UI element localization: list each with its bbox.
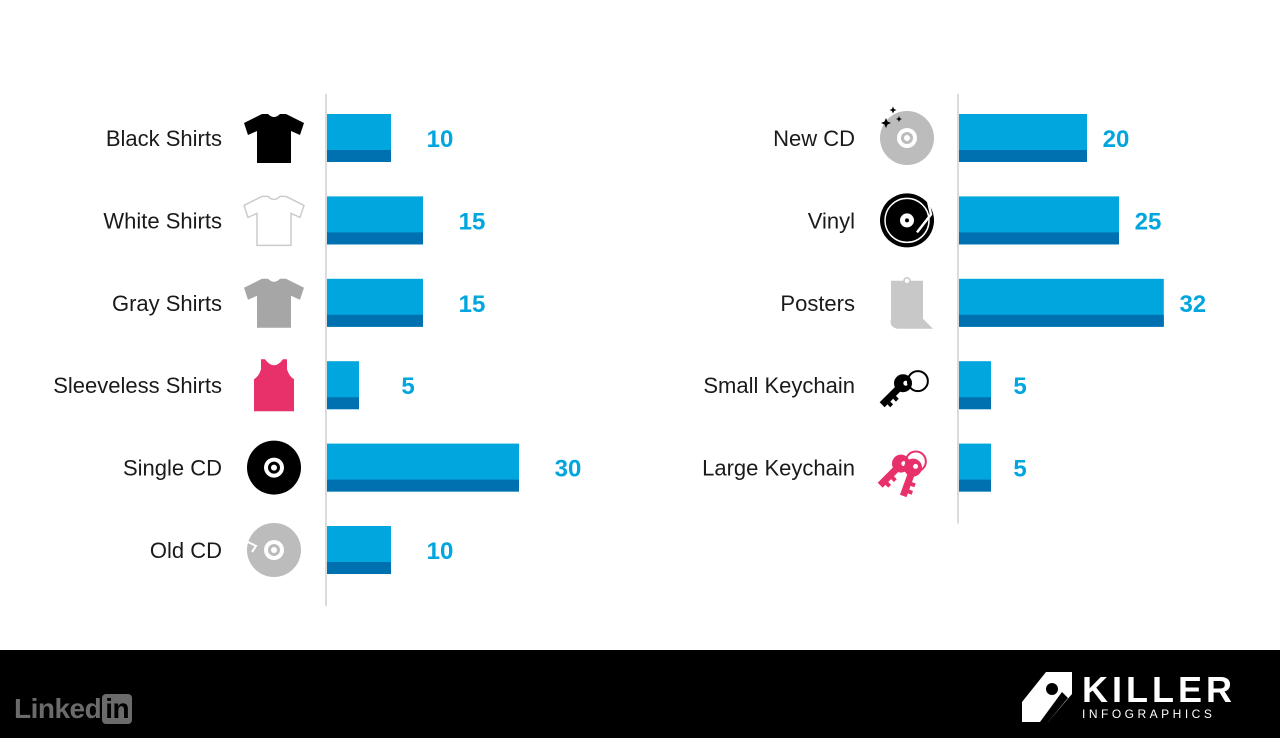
category-label: Black Shirts <box>106 126 222 151</box>
tshirt-icon <box>243 195 305 247</box>
category-label: Large Keychain <box>702 456 855 481</box>
category-label: Old CD <box>150 538 222 563</box>
value-label: 25 <box>1135 208 1162 235</box>
value-label: 10 <box>427 126 454 153</box>
category-label: Vinyl <box>808 208 855 233</box>
value-label: 30 <box>555 456 582 483</box>
tshirt-icon <box>244 114 304 163</box>
brand-mark-icon <box>1022 672 1072 722</box>
category-label: White Shirts <box>103 208 222 233</box>
value-label: 20 <box>1103 126 1130 153</box>
poster-icon <box>890 277 933 329</box>
footer-bar: Linked in KILLER INFOGRAPHICS <box>0 650 1280 738</box>
bar-shade <box>327 479 519 492</box>
brand-subtitle: INFOGRAPHICS <box>1082 707 1216 721</box>
cd-icon <box>247 440 301 495</box>
bar-shade <box>959 479 991 492</box>
linkedin-wordmark: Linked <box>14 693 102 724</box>
linkedin-logo: Linked in <box>14 692 133 726</box>
brand-logo: KILLER INFOGRAPHICS <box>1022 670 1236 724</box>
category-label: Posters <box>780 291 855 316</box>
value-label: 5 <box>1013 456 1026 483</box>
sparkling-cd-icon <box>880 106 934 165</box>
keys-icon <box>877 450 927 498</box>
bar-shade <box>327 232 423 245</box>
tank-top-icon <box>254 359 294 412</box>
bar-shade <box>959 397 991 410</box>
category-label: Gray Shirts <box>112 291 222 316</box>
value-label: 15 <box>459 208 486 235</box>
value-label: 32 <box>1179 291 1206 318</box>
bar-shade <box>959 150 1087 162</box>
value-label: 5 <box>1013 373 1026 400</box>
key-icon <box>879 370 929 408</box>
category-label: Sleeveless Shirts <box>53 373 222 398</box>
bar-shade <box>327 397 359 410</box>
bar-shade <box>959 232 1119 245</box>
linkedin-badge: in <box>102 694 133 724</box>
value-label: 15 <box>459 291 486 318</box>
bar-shade <box>327 150 391 162</box>
bar-shade <box>327 562 391 574</box>
value-label: 5 <box>401 373 414 400</box>
bar-shade <box>959 314 1164 327</box>
tshirt-icon <box>244 278 304 328</box>
vinyl-record-icon <box>880 193 934 248</box>
category-label: Small Keychain <box>703 373 855 398</box>
category-label: New CD <box>773 126 855 151</box>
bar-chart: Black Shirts 10 White Shirts 15 Gray Shirts 1… <box>53 94 1206 606</box>
scratched-cd-icon <box>247 523 301 577</box>
bar-shade <box>327 314 423 327</box>
brand-name: KILLER <box>1082 669 1236 710</box>
value-label: 10 <box>427 538 454 565</box>
category-label: Single CD <box>123 456 222 481</box>
